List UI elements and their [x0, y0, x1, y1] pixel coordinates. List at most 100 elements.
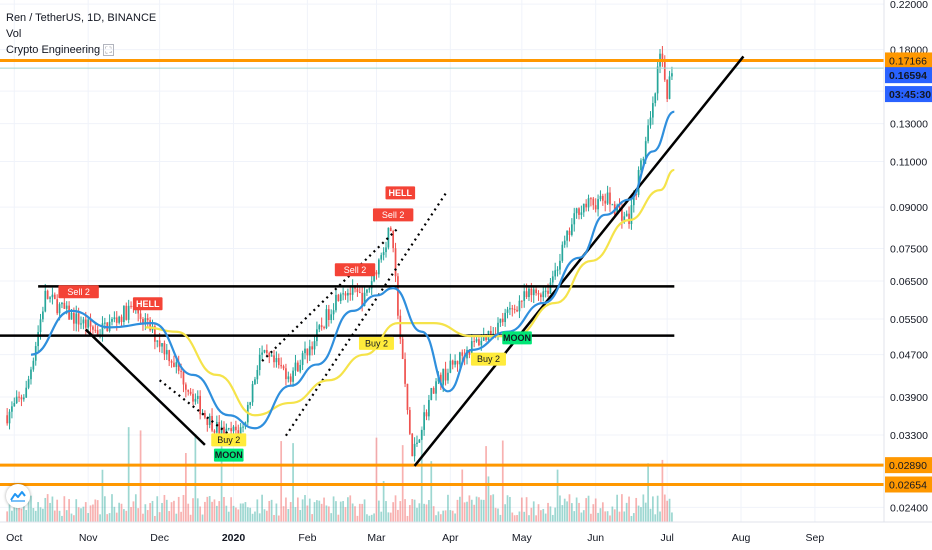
volume-bar: [544, 513, 547, 522]
candle-body: [94, 329, 97, 331]
candle-body: [239, 427, 242, 435]
trendline: [413, 55, 745, 467]
volume-bar: [425, 504, 428, 522]
candle-body: [192, 393, 194, 402]
dotted-trendline: [285, 193, 447, 437]
volume-bar: [275, 503, 278, 522]
time-tick-label: Oct: [6, 532, 22, 544]
price-tick-label: 0.22000: [890, 0, 928, 11]
volume-bar: [468, 495, 471, 522]
candle-body: [611, 204, 614, 206]
volume-bar: [204, 501, 206, 522]
interval-label: 1D: [87, 12, 102, 24]
candle-body: [497, 322, 499, 335]
candle-body: [58, 304, 61, 314]
volume-bar: [156, 496, 159, 522]
candle-body: [573, 213, 576, 225]
volume-bar: [316, 500, 318, 522]
time-tick-label: Jun: [587, 532, 604, 544]
indicator-crypto-engineering[interactable]: Crypto Engineering ⛶: [6, 42, 156, 58]
candle-body: [254, 379, 256, 385]
volume-bar: [430, 461, 433, 522]
candle-body: [592, 198, 595, 206]
candle-body: [513, 308, 516, 310]
volume-bar: [244, 502, 247, 522]
volume-bar: [308, 498, 311, 522]
candle-body: [454, 360, 456, 365]
volume-bar: [173, 500, 175, 522]
candle-body: [256, 370, 259, 380]
volume-bar: [506, 495, 509, 522]
volume-bar: [199, 506, 202, 522]
candle-body: [480, 340, 483, 346]
volume-bar: [623, 511, 626, 522]
volume-bar: [480, 499, 483, 522]
candle-body: [671, 73, 673, 77]
candle-body: [327, 309, 330, 321]
volume-bar: [652, 496, 654, 522]
candle-body: [156, 340, 159, 342]
candle-body: [439, 374, 442, 385]
signal-tag-bg: [211, 433, 247, 447]
volume-bar: [15, 504, 18, 522]
candle-body: [406, 383, 409, 411]
volume-bar: [63, 496, 66, 522]
candle-body: [332, 310, 335, 315]
candle-body: [173, 362, 175, 367]
indicator-settings-icon[interactable]: ⛶: [103, 44, 114, 56]
signal-tag-label: MOON: [503, 333, 531, 343]
level-price-label: 0.17166: [889, 55, 927, 67]
candle-body: [647, 125, 649, 142]
volume-bar: [11, 510, 13, 522]
candle-body: [196, 395, 199, 399]
slow-ma-line: [145, 168, 675, 417]
candle-body: [294, 362, 297, 371]
volume-bar: [318, 500, 321, 522]
volume-bar: [99, 514, 101, 522]
volume-bar: [89, 505, 92, 522]
candle-body: [423, 412, 425, 430]
price-tick-label: 0.07500: [890, 244, 928, 256]
candle-body: [199, 395, 202, 415]
price-tick-label: 0.05500: [890, 314, 928, 326]
symbol-title[interactable]: Ren / TetherUS, 1D, BINANCE: [6, 12, 157, 24]
volume-bar: [208, 496, 211, 522]
volume-bar: [56, 499, 59, 522]
candle-body: [161, 343, 163, 347]
candle-body: [80, 323, 82, 325]
candle-body: [408, 410, 411, 434]
volume-bar: [101, 469, 104, 522]
volume-bar: [373, 513, 375, 522]
candle-body: [280, 365, 283, 367]
candle-body: [73, 312, 75, 324]
candle-body: [249, 402, 252, 405]
volume-bar: [192, 498, 194, 522]
candle-body: [306, 348, 309, 356]
time-axis: [0, 522, 932, 550]
volume-bar: [363, 499, 366, 522]
candle-body: [532, 289, 535, 296]
moon-signal: MOON: [213, 448, 244, 462]
volume-bar: [347, 497, 349, 522]
candle-body: [442, 368, 445, 385]
candle-body: [351, 286, 354, 295]
candle-body: [49, 297, 51, 299]
tradingview-logo[interactable]: [6, 484, 30, 508]
candle-body: [618, 205, 621, 208]
candle-body: [42, 311, 44, 320]
volume-bar: [604, 511, 607, 522]
candle-body: [103, 322, 106, 324]
indicator-vol[interactable]: Vol: [6, 28, 22, 40]
time-tick-label: Apr: [442, 532, 459, 544]
candle-body: [206, 417, 209, 425]
volume-bar: [182, 494, 185, 522]
candle-body: [580, 212, 583, 215]
candle-body: [501, 318, 504, 323]
volume-bar: [466, 501, 468, 522]
candle-body: [263, 350, 266, 353]
candle-body: [61, 302, 63, 305]
time-tick-label: May: [512, 532, 533, 544]
volume-bar: [416, 507, 418, 522]
